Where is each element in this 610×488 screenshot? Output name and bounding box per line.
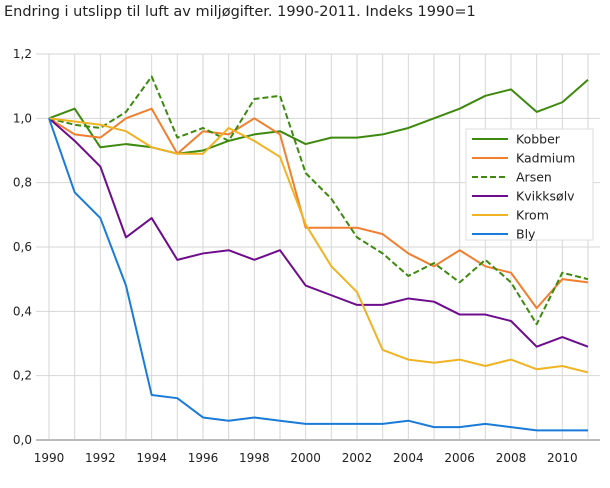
chart-title: Endring i utslipp til luft av miljøgifte…	[4, 4, 476, 20]
series-line-arsen	[48, 75, 589, 326]
y-tick-label: 1,0	[13, 111, 32, 125]
legend-label: Kvikksølv	[516, 189, 575, 204]
series-line-kadmium	[48, 107, 589, 310]
series-line-kobber	[48, 78, 589, 155]
x-tick-label: 1990	[34, 451, 65, 465]
y-tick-label: 1,2	[13, 47, 32, 61]
y-tick-label: 0,2	[13, 369, 32, 383]
x-tick-label: 1994	[136, 451, 167, 465]
legend-label: Arsen	[516, 170, 552, 185]
x-tick-label: 2002	[342, 451, 373, 465]
x-tick-label: 2008	[496, 451, 527, 465]
legend-label: Kobber	[516, 132, 561, 147]
series-line-bly	[48, 118, 588, 432]
legend-label: Bly	[516, 227, 536, 242]
series-line-krom	[48, 117, 589, 374]
x-tick-label: 1992	[85, 451, 116, 465]
series-line-kvikksølv	[48, 117, 589, 348]
x-tick-label: 1998	[239, 451, 270, 465]
legend-label: Kadmium	[516, 151, 575, 166]
y-tick-label: 0,6	[13, 240, 32, 254]
x-tick-label: 2010	[547, 451, 578, 465]
y-tick-label: 0,8	[13, 176, 32, 190]
legend-label: Krom	[516, 208, 549, 223]
y-tick-label: 0,4	[13, 304, 32, 318]
legend-box	[465, 128, 594, 241]
x-tick-label: 2004	[393, 451, 424, 465]
x-tick-label: 2006	[444, 451, 475, 465]
x-tick-label: 2000	[290, 451, 321, 465]
x-tick-label: 1996	[188, 451, 219, 465]
y-tick-label: 0,0	[13, 433, 32, 447]
